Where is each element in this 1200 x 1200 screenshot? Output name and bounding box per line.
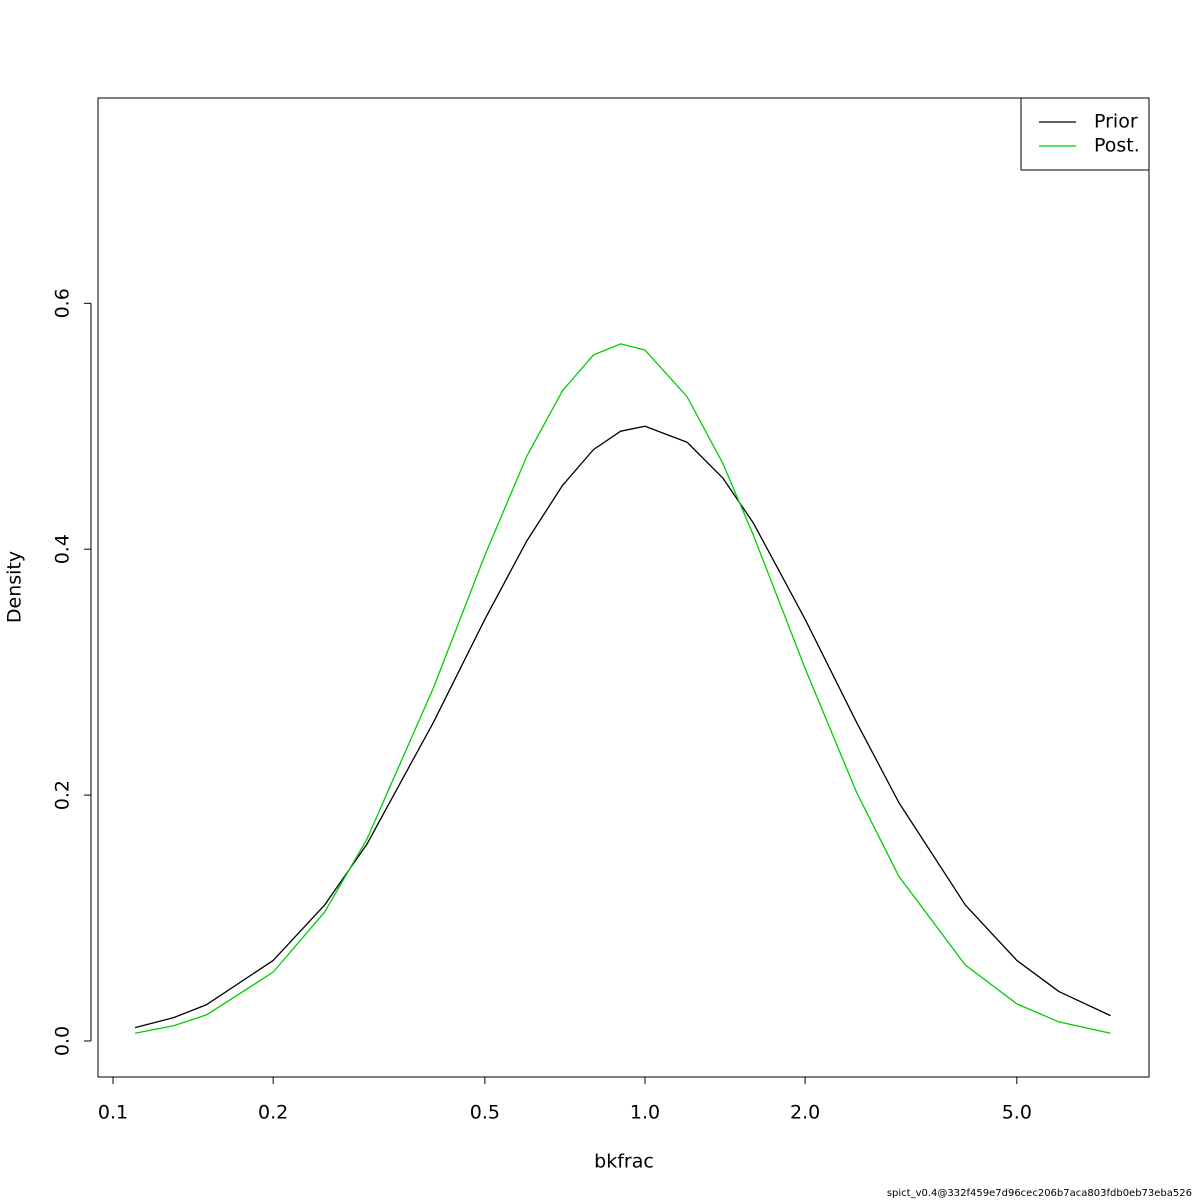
x-tick-label: 2.0 xyxy=(790,1102,820,1124)
x-tick-label: 5.0 xyxy=(1002,1102,1032,1124)
series-line xyxy=(134,425,1111,1029)
y-axis-label: Density xyxy=(4,551,26,623)
y-tick-label: 0.4 xyxy=(52,534,74,564)
footnote: spict_v0.4@332f459e7d96cec206b7aca803fdb… xyxy=(887,1188,1192,1199)
x-tick-label: 1.0 xyxy=(630,1102,660,1124)
plot-frame xyxy=(97,97,1150,1078)
legend-label: Prior xyxy=(1094,111,1138,133)
x-tick-label: 0.5 xyxy=(470,1102,500,1124)
series-line xyxy=(134,343,1111,1034)
legend-box xyxy=(1020,97,1150,171)
y-tick-label: 0.0 xyxy=(52,1026,74,1056)
y-tick-label: 0.6 xyxy=(52,288,74,318)
x-tick-label: 0.2 xyxy=(258,1102,288,1124)
x-tick-label: 0.1 xyxy=(98,1102,128,1124)
legend-label: Post. xyxy=(1094,135,1140,157)
x-axis-label: bkfrac xyxy=(594,1151,654,1173)
y-tick-label: 0.2 xyxy=(52,780,74,810)
